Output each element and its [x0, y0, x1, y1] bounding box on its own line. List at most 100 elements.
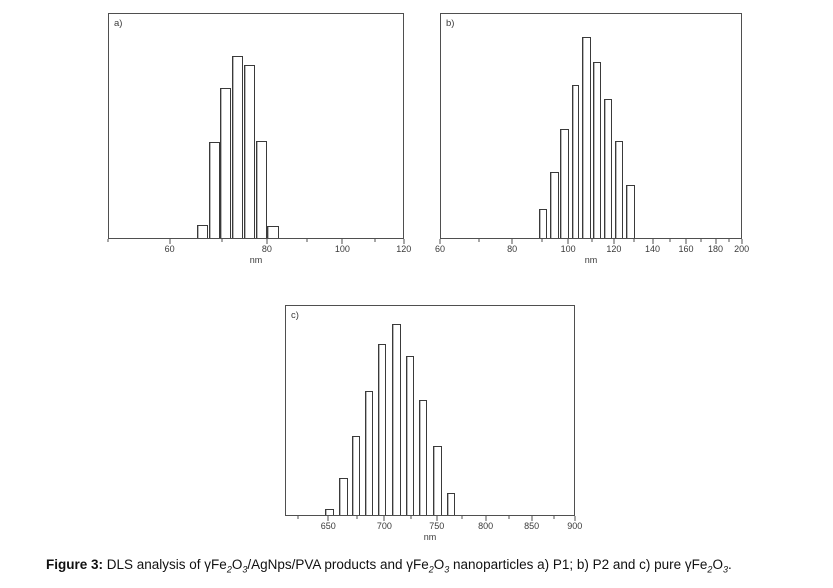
- histogram-bar: [419, 400, 428, 515]
- caption-text: DLS analysis of γFe: [103, 557, 227, 572]
- histogram-bar: [338, 478, 348, 515]
- plot-area-a: a): [108, 13, 404, 239]
- x-axis-c: 650 700 750 800 850 900: [285, 516, 582, 548]
- histogram-bar: [365, 390, 374, 515]
- x-axis-major-tick: [741, 239, 743, 244]
- x-axis-major-tick: [485, 516, 487, 521]
- x-axis-major-tick: [574, 516, 576, 521]
- x-axis-tick-label: 60: [164, 244, 175, 254]
- caption-text: O: [712, 557, 723, 572]
- caption-subscript: 2: [707, 564, 713, 575]
- histogram-bar: [378, 344, 387, 515]
- caption-subscript: 3: [242, 564, 248, 575]
- caption-text: O: [433, 557, 445, 572]
- x-axis-minor-tick: [478, 239, 480, 242]
- histogram-panel-c: c) 650 700 750 800 850 900 nm: [285, 305, 582, 542]
- histogram-bar: [538, 209, 548, 238]
- x-axis-title-b: nm: [584, 255, 598, 265]
- panel-label-b: b): [446, 18, 455, 29]
- bars-layer-c: [286, 306, 574, 515]
- x-axis-tick-label: 120: [606, 244, 622, 254]
- histogram-panel-a: a) 60 80 100 120 nm: [107, 13, 411, 265]
- bars-layer-b: [441, 14, 741, 238]
- histogram-bar: [392, 324, 401, 515]
- x-axis-minor-tick: [107, 239, 109, 242]
- x-axis-major-tick: [341, 239, 343, 244]
- x-axis-tick-label: 700: [376, 521, 392, 531]
- histogram-bar: [351, 435, 361, 515]
- x-axis-tick-label: 750: [429, 521, 445, 531]
- x-axis-minor-tick: [306, 239, 308, 242]
- x-axis-minor-tick: [669, 239, 671, 242]
- histogram-bar: [433, 446, 442, 515]
- caption-text: nanoparticles a) P1; b) P2 and c) pure γ…: [449, 557, 708, 572]
- x-axis-major-tick: [685, 239, 687, 244]
- histogram-bar: [267, 226, 279, 238]
- histogram-bar: [406, 355, 415, 515]
- figure-caption: Figure 3: DLS analysis of γFe2O3/AgNps/P…: [46, 555, 832, 574]
- bars-layer-a: [109, 14, 403, 238]
- x-axis-tick-label: 800: [478, 521, 494, 531]
- x-axis-minor-tick: [356, 516, 358, 519]
- caption-subscript: 3: [722, 564, 728, 575]
- x-axis-minor-tick: [541, 239, 543, 242]
- x-axis-minor-tick: [553, 516, 555, 519]
- x-axis-tick-label: 100: [334, 244, 350, 254]
- x-axis-major-tick: [567, 239, 569, 244]
- caption-subscript: 2: [428, 564, 434, 575]
- histogram-bar: [626, 184, 635, 238]
- histogram-bar: [560, 128, 570, 238]
- histogram-bar: [325, 509, 334, 515]
- x-axis-minor-tick: [461, 516, 463, 519]
- x-axis-major-tick: [613, 239, 615, 244]
- x-axis-a: 60 80 100 120: [107, 239, 411, 271]
- x-axis-tick-label: 160: [678, 244, 694, 254]
- x-axis-major-tick: [266, 239, 268, 244]
- x-axis-minor-tick: [728, 239, 730, 242]
- plot-area-c: c): [285, 305, 575, 516]
- x-axis-tick-label: 900: [567, 521, 583, 531]
- x-axis-major-tick: [715, 239, 717, 244]
- histogram-bar: [255, 141, 267, 238]
- panel-label-a: a): [114, 18, 123, 29]
- x-axis-tick-label: 80: [261, 244, 272, 254]
- histogram-bar: [244, 65, 256, 238]
- x-axis-tick-label: 180: [708, 244, 724, 254]
- histogram-bar: [614, 141, 623, 238]
- x-axis-major-tick: [436, 516, 438, 521]
- x-axis-major-tick: [652, 239, 654, 244]
- x-axis-minor-tick: [410, 516, 412, 519]
- histogram-bar: [196, 225, 209, 238]
- histogram-bar: [232, 56, 244, 238]
- x-axis-major-tick: [511, 239, 513, 244]
- x-axis-tick-label: 850: [524, 521, 540, 531]
- x-axis-tick-label: 80: [507, 244, 518, 254]
- x-axis-major-tick: [439, 239, 441, 244]
- x-axis-tick-label: 60: [434, 244, 446, 254]
- histogram-bar: [593, 62, 602, 238]
- x-axis-major-tick: [327, 516, 329, 521]
- caption-subscript: 3: [444, 564, 450, 575]
- x-axis-minor-tick: [508, 516, 510, 519]
- histogram-bar: [549, 172, 559, 238]
- x-axis-b: 60 80 100 120 140 160 180 200: [435, 239, 749, 271]
- x-axis-minor-tick: [700, 239, 702, 242]
- x-axis-minor-tick: [633, 239, 635, 242]
- x-axis-major-tick: [169, 239, 171, 244]
- histogram-bar: [220, 87, 232, 238]
- x-axis-title-a: nm: [249, 255, 263, 265]
- caption-figure-label: Figure 3:: [46, 557, 104, 572]
- x-axis-major-tick: [403, 239, 405, 244]
- x-axis-major-tick: [383, 516, 385, 521]
- x-axis-minor-tick: [221, 239, 223, 242]
- x-axis-title-c: nm: [423, 532, 437, 542]
- x-axis-tick-label: 120: [396, 244, 412, 254]
- x-axis-major-tick: [531, 516, 533, 521]
- x-axis-tick-label: 100: [560, 244, 576, 254]
- caption-text: O: [231, 557, 243, 572]
- caption-text: .: [727, 557, 732, 572]
- plot-area-b: b): [440, 13, 742, 239]
- histogram-bar: [571, 85, 580, 238]
- histogram-bar: [447, 493, 456, 515]
- x-axis-tick-label: 140: [645, 244, 661, 254]
